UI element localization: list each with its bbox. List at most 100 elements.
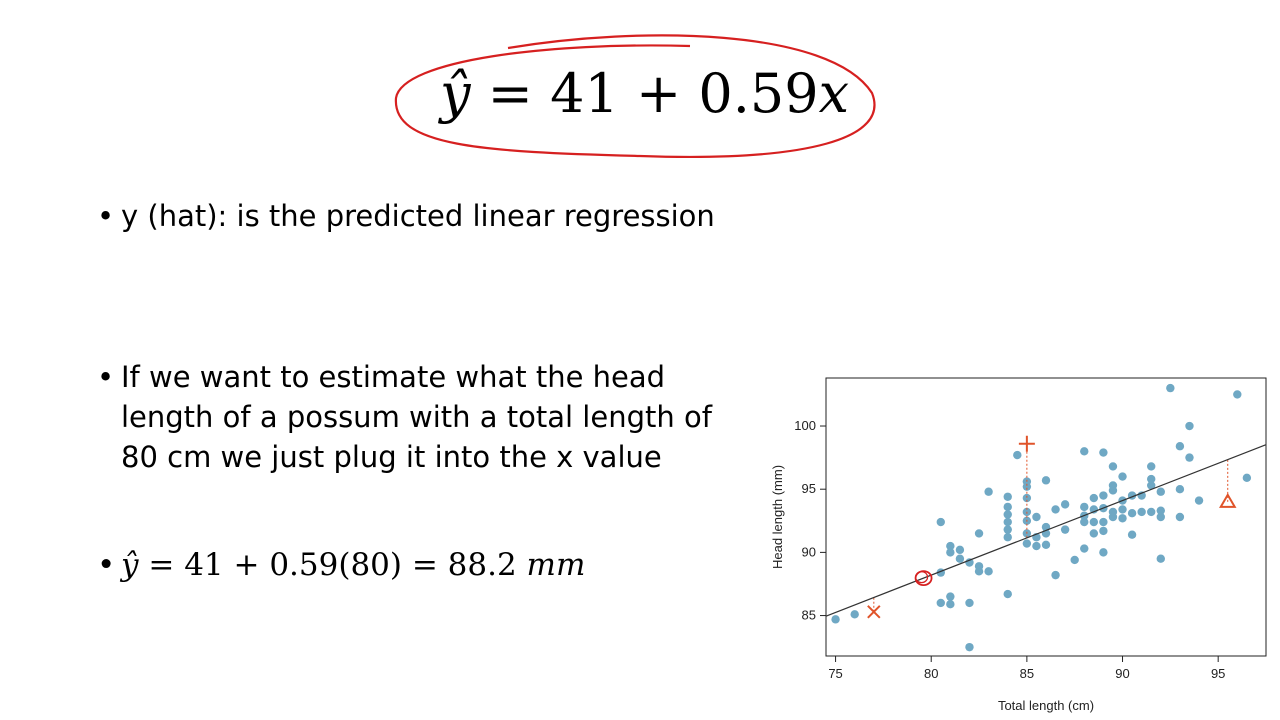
data-point [1118,505,1127,514]
data-point [1175,442,1185,451]
data-point [1080,502,1089,512]
calc-unit: mm [526,547,586,583]
data-point [1099,548,1108,557]
data-point [1051,570,1060,580]
data-point [984,487,993,496]
title-equation: ŷ = 41 + 0.59x [440,62,849,125]
data-point [1118,472,1127,481]
bullet-dot: • [97,547,116,583]
highlight-x-marker [867,605,881,619]
data-point [1108,462,1118,471]
data-point [1070,555,1079,565]
data-point [965,642,974,652]
data-point [1003,525,1012,534]
data-point [1127,530,1137,539]
title-rhs: 41 + 0.59 [550,62,819,125]
data-point [1147,474,1156,484]
data-point [1041,476,1051,485]
data-point [1080,517,1089,527]
title-ring-annotation [394,34,876,159]
data-point [1080,447,1089,456]
data-point [1108,507,1118,517]
data-point [1099,448,1108,457]
highlight-triangle-marker [1218,492,1237,508]
data-point [1156,512,1165,522]
data-point [1060,500,1070,509]
data-point [1147,481,1156,490]
data-point [1118,514,1127,523]
y-tick-label: 95 [802,481,816,496]
data-point [1099,526,1108,536]
data-point [1156,487,1165,496]
ring-path [394,34,876,159]
data-point [1127,509,1137,518]
title-equals: = [470,62,551,125]
y-tick-label: 90 [802,544,816,559]
x-tick-label: 80 [924,666,938,681]
data-point [1108,481,1118,490]
data-point [946,541,955,551]
data-point [1099,517,1108,527]
data-point [974,567,984,576]
data-point [1089,529,1099,538]
data-point [1041,540,1051,549]
x-tick-label: 75 [828,666,842,681]
y-axis-label: Head length (mm) [770,465,785,569]
data-point [1051,505,1060,514]
data-point [1003,510,1012,519]
data-point [850,610,859,619]
data-point [1242,473,1252,483]
data-point [955,545,965,555]
data-point [1080,544,1089,553]
circle-annotation-inner [914,571,929,584]
data-point [1089,517,1099,527]
bullet-estimate-explanation: • If we want to estimate what the head l… [97,357,741,477]
data-point [936,517,945,527]
data-point [936,598,945,608]
data-point [1060,525,1070,534]
x-tick-label: 85 [1020,666,1034,681]
data-point [955,554,965,563]
data-point [1032,512,1041,522]
data-point [1089,493,1099,503]
data-point [1156,506,1165,515]
data-point [1003,502,1012,512]
plot-frame [825,377,1267,657]
y-tick-label: 85 [802,608,816,623]
data-point [1185,453,1194,462]
title-yhat: ŷ [440,62,471,125]
data-point [1194,496,1204,505]
bullet-dot: • [97,360,115,394]
x-tick-label: 95 [1211,666,1225,681]
data-point [1022,539,1032,548]
data-point [1175,485,1185,494]
data-point [1003,517,1012,527]
x-tick-label: 90 [1115,666,1129,681]
data-point [1022,493,1032,503]
data-point [1003,533,1012,542]
bullet-text: y (hat): is the predicted linear regress… [121,199,715,233]
data-point [984,567,993,576]
data-point [1032,541,1041,551]
data-point [1166,383,1175,393]
title-x: x [818,62,850,125]
x-axis-label: Total length (cm) [998,698,1094,713]
data-point [1147,462,1156,471]
chart-marks: 75 80 85 90 95 85 90 95 100 [794,383,1267,681]
data-point [946,592,955,601]
data-point [974,529,984,538]
data-point [965,598,974,608]
data-point [1137,507,1146,517]
data-point [1003,589,1012,599]
data-point [831,615,840,624]
bullet-calculation: • ŷ = 41 + 0.59(80) = 88.2 mm [97,545,681,585]
bullet-text: If we want to estimate what the head len… [121,360,712,474]
highlight-plus-marker [1018,435,1035,452]
data-point [1147,507,1156,517]
data-point [946,548,955,557]
y-tick-label: 100 [794,418,816,433]
calc-expression: = 41 + 0.59(80) = 88.2 [138,547,527,583]
data-point [1013,450,1022,460]
data-point [1233,390,1242,399]
